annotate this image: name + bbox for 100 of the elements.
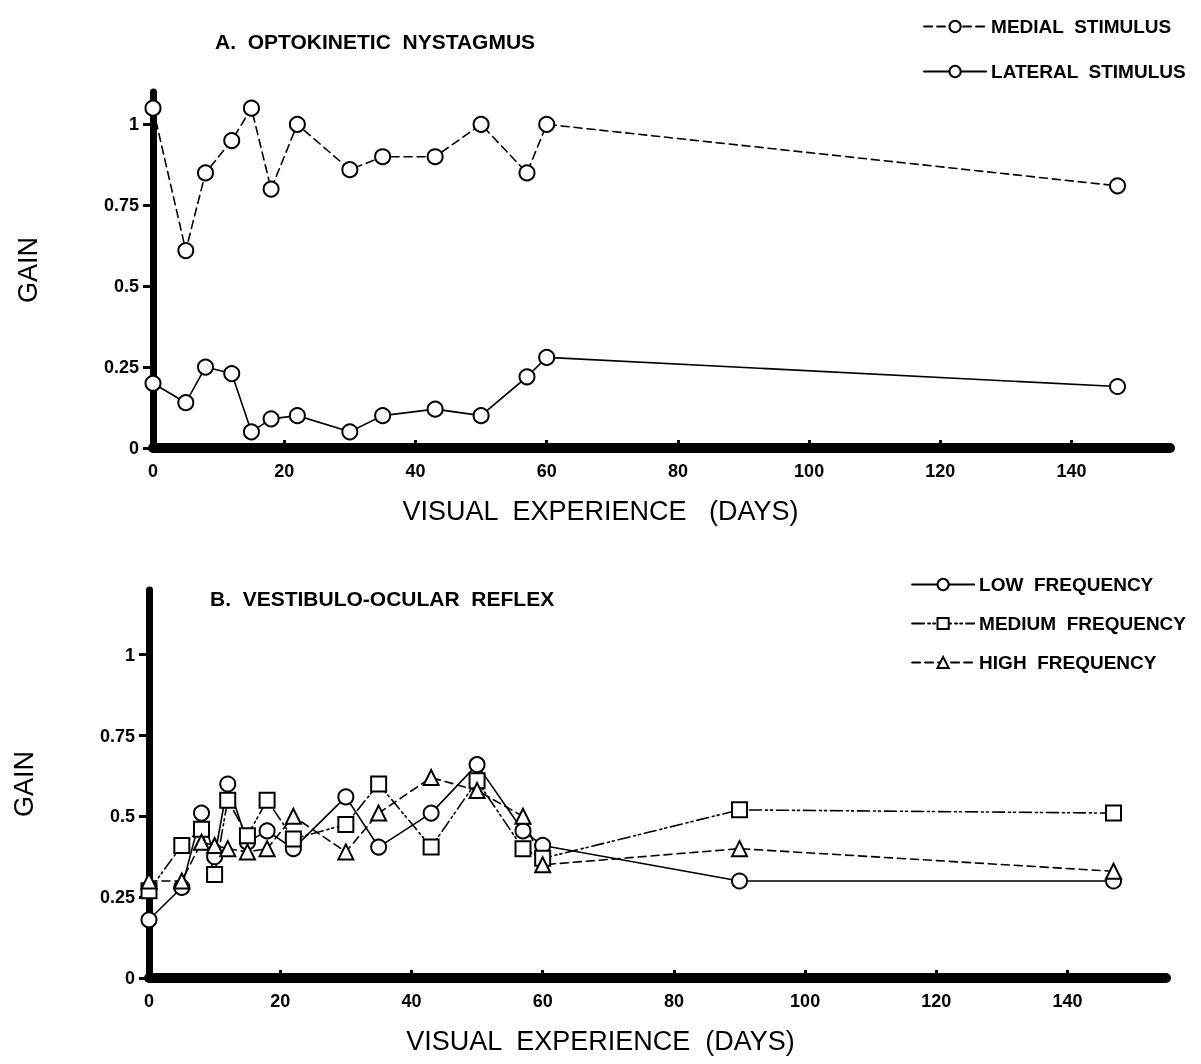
point (206, 866, 224, 884)
point (223, 365, 241, 383)
x-tick-label: 40 (405, 461, 426, 481)
x-tick-label: 60 (532, 991, 553, 1011)
point (538, 348, 556, 366)
point (258, 822, 276, 840)
x-tick-label: 60 (536, 461, 557, 481)
point (370, 838, 388, 856)
point (472, 407, 490, 425)
point (197, 164, 214, 182)
point (258, 840, 276, 858)
y-tick-label: 0.75 (99, 725, 135, 746)
x-tick-label: 140 (1056, 461, 1087, 481)
chart-title: A. OPTOKINETIC NYSTAGMUS (215, 30, 536, 53)
point (219, 775, 237, 793)
point (223, 132, 241, 150)
y-tick-label: 0.25 (103, 357, 139, 378)
point (518, 164, 536, 182)
point (514, 840, 532, 858)
point (258, 791, 276, 809)
legend-label: MEDIUM FREQUENCY (979, 613, 1187, 634)
legend-label: MEDIAL STIMULUS (991, 16, 1172, 37)
point (374, 407, 392, 425)
y-tick-label: 0.25 (99, 887, 135, 908)
point (1105, 862, 1123, 880)
point (140, 911, 158, 929)
point (173, 872, 191, 890)
x-tick-label: 80 (667, 461, 688, 481)
point (288, 115, 306, 133)
y-tick-label: 0.5 (109, 806, 135, 827)
point (370, 775, 388, 793)
point (192, 820, 210, 838)
point (518, 368, 536, 386)
legend-label: LOW FREQUENCY (979, 574, 1154, 595)
point (341, 423, 359, 441)
point (192, 833, 210, 851)
point (534, 856, 552, 874)
y-tick-label: 0 (128, 438, 139, 458)
legend-label: HIGH FREQUENCY (979, 652, 1157, 673)
point (144, 99, 162, 117)
point (238, 827, 256, 845)
point (144, 374, 162, 392)
point (238, 843, 256, 861)
y-axis-title: GAIN (12, 236, 43, 304)
x-tick-label: 100 (794, 461, 825, 481)
point (468, 781, 486, 799)
point (197, 358, 214, 376)
point (288, 407, 306, 425)
x-tick-label: 20 (270, 991, 291, 1011)
point (731, 872, 749, 890)
point (193, 804, 210, 822)
y-tick-label: 0.5 (113, 276, 139, 297)
point (1109, 177, 1127, 195)
x-axis-title: VISUAL EXPERIENCE (DAYS) (406, 1025, 795, 1056)
x-tick-label: 120 (921, 991, 952, 1011)
y-tick-label: 1 (128, 114, 139, 135)
y-tick-label: 0.75 (103, 195, 139, 216)
point (337, 843, 355, 861)
x-tick-label: 40 (401, 991, 422, 1011)
point (177, 394, 195, 412)
point (1109, 378, 1127, 395)
point (337, 815, 355, 833)
point (374, 148, 392, 166)
x-tick-label: 80 (663, 991, 684, 1011)
point (173, 836, 191, 854)
point (731, 801, 749, 819)
point (538, 115, 556, 133)
point (219, 840, 237, 858)
point (514, 822, 532, 840)
x-axis-title: VISUAL EXPERIENCE (DAYS) (402, 495, 799, 526)
point (242, 99, 260, 117)
point (242, 423, 260, 441)
x-tick-label: 20 (274, 461, 295, 481)
point (514, 807, 532, 825)
x-tick-label: 0 (147, 461, 159, 481)
point (1105, 804, 1123, 822)
point (422, 769, 440, 787)
point (341, 161, 359, 179)
y-tick-label: 0 (124, 968, 135, 988)
point (426, 400, 444, 418)
point (731, 840, 749, 858)
point (468, 756, 486, 774)
point (262, 180, 280, 198)
point (426, 148, 444, 166)
point (472, 115, 490, 133)
x-tick-label: 100 (790, 991, 821, 1011)
legend-label: LATERAL STIMULUS (991, 61, 1186, 82)
point (284, 830, 302, 848)
chart-title: B. VESTIBULO-OCULAR REFLEX (210, 587, 555, 610)
x-tick-label: 140 (1052, 991, 1083, 1011)
point (422, 804, 440, 822)
point (337, 788, 355, 806)
point (219, 791, 237, 809)
point (206, 836, 224, 854)
point (262, 410, 280, 428)
point (284, 807, 302, 825)
y-tick-label: 1 (124, 644, 135, 665)
y-axis-title: GAIN (8, 750, 39, 818)
x-tick-label: 0 (143, 991, 155, 1011)
x-tick-label: 120 (925, 461, 956, 481)
